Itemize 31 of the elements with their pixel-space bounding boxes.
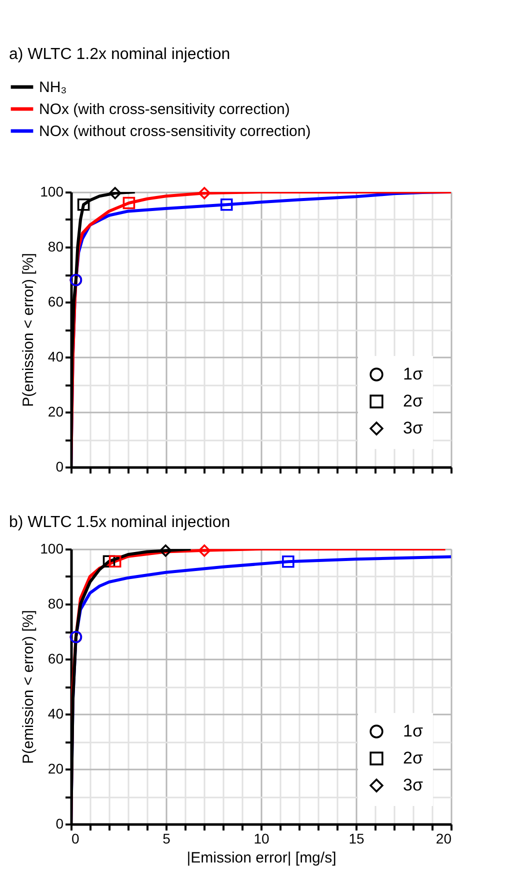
y-tick-label: 40: [48, 348, 64, 364]
legend-label: NH₃: [39, 79, 67, 96]
y-tick-label: 40: [48, 706, 64, 722]
x-tick-label: 15: [348, 830, 364, 846]
y-axis-title: P(emission < error) [%]: [20, 610, 38, 764]
y-tick-label: 60: [48, 294, 64, 310]
y-tick-label: 100: [40, 184, 64, 200]
y-tick-label: 60: [48, 650, 64, 666]
x-tick-label: 0: [72, 830, 80, 846]
y-tick-label: 20: [48, 760, 64, 776]
chart-title: b) WLTC 1.5x nominal injection: [9, 514, 230, 531]
chart-title: a) WLTC 1.2x nominal injection: [9, 46, 230, 63]
x-tick-label: 5: [162, 830, 171, 846]
legend-label: 2σ: [403, 748, 424, 768]
y-tick-label: 100: [40, 540, 64, 556]
legend-label: 2σ: [403, 392, 424, 410]
x-tick-label: 20: [436, 830, 452, 846]
y-tick-label: 20: [48, 404, 64, 420]
y-tick-label: 0: [56, 458, 64, 474]
legend-label: NOx (without cross-sensitivity correction): [39, 123, 311, 140]
x-axis-title: |Emission error| [mg/s]: [186, 850, 336, 866]
legend-label: 3σ: [403, 418, 424, 438]
y-tick-label: 80: [48, 238, 64, 254]
x-tick-label: 10: [254, 830, 270, 846]
y-tick-label: 80: [48, 596, 64, 612]
y-axis-title: P(emission < error) [%]: [20, 253, 38, 407]
legend-label: 3σ: [403, 776, 424, 794]
legend-label: 1σ: [403, 722, 424, 740]
legend-label: 1σ: [403, 364, 424, 384]
legend-label: NOx (with cross-sensitivity correction): [39, 101, 290, 118]
y-tick-label: 0: [56, 816, 64, 832]
